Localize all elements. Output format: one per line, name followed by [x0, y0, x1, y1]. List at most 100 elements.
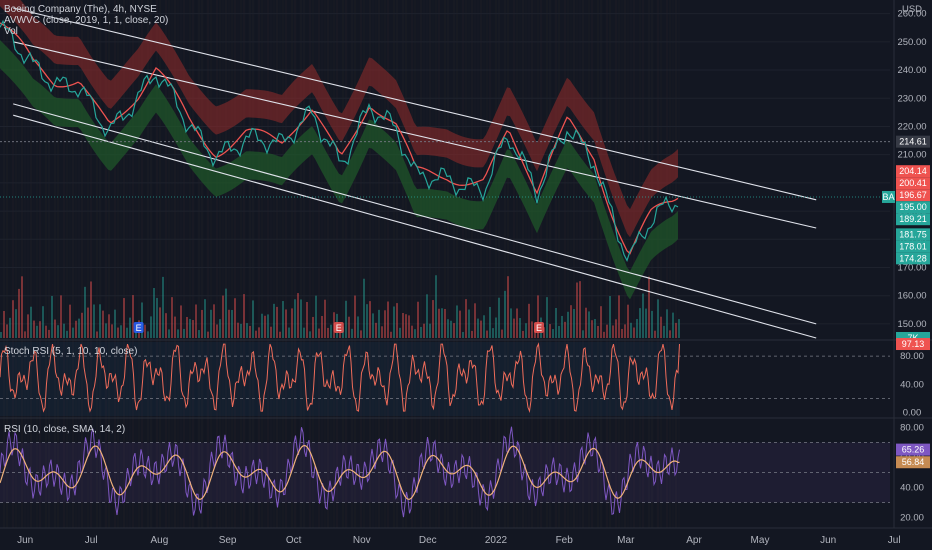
- trend-channel-lines[interactable]: [0, 7, 890, 339]
- volume-bar: [471, 330, 473, 338]
- volume-bar: [180, 305, 182, 338]
- volume-bar: [360, 330, 362, 338]
- rsi-tick-label: 20.00: [900, 513, 924, 524]
- volume-bar: [483, 315, 485, 338]
- volume-bar: [204, 299, 206, 338]
- volume-bar: [258, 327, 260, 338]
- session-stripe: [57, 0, 59, 528]
- symbol-title[interactable]: Boeing Company (The), 4h, NYSE: [4, 4, 157, 15]
- earnings-marker[interactable]: E: [133, 322, 144, 333]
- stoch-rsi-line: [0, 342, 680, 414]
- volume-bar: [270, 326, 272, 338]
- price-tags: 214.61 204.14 200.41 196.67 195.00 189.21 181.…: [882, 135, 930, 469]
- trend-line-2[interactable]: [13, 41, 817, 229]
- session-stripe: [132, 0, 134, 528]
- session-stripe: [105, 0, 107, 528]
- trend-line-3[interactable]: [13, 103, 817, 325]
- volume-bar: [54, 319, 56, 338]
- volume-bar: [84, 286, 86, 338]
- volume-bar: [210, 309, 212, 338]
- price-line: [0, 19, 679, 262]
- session-stripe: [540, 0, 542, 528]
- volume-bar: [615, 319, 617, 338]
- session-stripe: [327, 0, 329, 528]
- earnings-marker[interactable]: E: [534, 322, 544, 333]
- session-stripe: [54, 0, 56, 528]
- trend-line-1[interactable]: [13, 7, 817, 201]
- price-tag-text: 195.00: [899, 202, 927, 212]
- volume-bar: [672, 312, 674, 338]
- price-tick-label: 250.00: [897, 37, 926, 48]
- indicator-avwvc-label[interactable]: AVWVC (close, 2019, 1, 1, close, 20): [4, 15, 169, 26]
- session-stripe: [21, 0, 23, 528]
- price-tick-label: 150.00: [897, 319, 926, 330]
- volume-bar: [363, 278, 365, 338]
- price-tag: 174.28: [896, 252, 930, 265]
- volume-bar: [30, 306, 32, 338]
- session-stripe: [651, 0, 653, 528]
- volume-bar: [249, 325, 251, 338]
- volume-bar: [93, 304, 95, 338]
- volume-bar: [45, 325, 47, 338]
- lower-band: [0, 40, 678, 300]
- session-stripe: [393, 0, 395, 528]
- price-tag-text: 181.75: [899, 229, 927, 239]
- volume-bar: [48, 329, 50, 338]
- volume-bar: [345, 300, 347, 338]
- volume-bar: [600, 306, 602, 338]
- indicator-volume-label[interactable]: Vol: [4, 26, 18, 37]
- volume-bar: [300, 299, 302, 338]
- volume-bar: [402, 312, 404, 338]
- rsi-ma-value-tag: 56.84: [896, 456, 930, 469]
- volume-bar: [561, 315, 563, 338]
- trend-line-4[interactable]: [13, 114, 817, 339]
- volume-bar: [639, 308, 641, 338]
- background-stripes: [0, 0, 680, 528]
- volume-bar: [459, 310, 461, 338]
- earnings-marker[interactable]: E: [333, 322, 344, 333]
- rsi-pane: [0, 426, 890, 518]
- price-tag: 204.14: [896, 165, 930, 178]
- volume-bar: [570, 305, 572, 338]
- volume-bar: [237, 322, 239, 338]
- volume-bar: [60, 295, 62, 338]
- volume-bar: [519, 318, 521, 338]
- volume-bar: [510, 308, 512, 338]
- session-stripe: [72, 0, 74, 528]
- session-stripe: [489, 0, 491, 528]
- volume-bar: [102, 310, 104, 338]
- stoch-rsi-label[interactable]: Stoch RSI (5, 1, 10, 10, close): [4, 346, 138, 357]
- symbol-legend: Boeing Company (The), 4h, NYSE AVWVC (cl…: [4, 4, 168, 37]
- session-stripe: [300, 0, 302, 528]
- volume-bar: [72, 327, 74, 338]
- session-stripe: [657, 0, 659, 528]
- session-stripe: [531, 0, 533, 528]
- volume-bar: [246, 323, 248, 338]
- volume-bar: [24, 331, 26, 338]
- volume-bar: [297, 293, 299, 338]
- volume-bar: [465, 299, 467, 338]
- session-stripe: [318, 0, 320, 528]
- price-tick-label: 230.00: [897, 93, 926, 104]
- session-stripe: [351, 0, 353, 528]
- session-stripe: [165, 0, 167, 528]
- volume-bar: [456, 305, 458, 338]
- volume-bar: [420, 326, 422, 338]
- volume-bar: [555, 308, 557, 338]
- volume-bar: [120, 325, 122, 338]
- rsi-tick-label: 80.00: [900, 423, 924, 434]
- price-tag-text: 174.28: [899, 253, 927, 263]
- session-stripe: [504, 0, 506, 528]
- volume-bar: [378, 309, 380, 338]
- symbol-tag[interactable]: BA: [882, 190, 895, 203]
- session-stripe: [201, 0, 203, 528]
- price-tick-label: 210.00: [897, 150, 926, 161]
- rsi-label[interactable]: RSI (10, close, SMA, 14, 2): [4, 424, 126, 435]
- session-stripe: [81, 0, 83, 528]
- volume-bar: [105, 323, 107, 338]
- volume-bar: [81, 312, 83, 338]
- volume-bar: [348, 316, 350, 338]
- session-stripe: [99, 0, 101, 528]
